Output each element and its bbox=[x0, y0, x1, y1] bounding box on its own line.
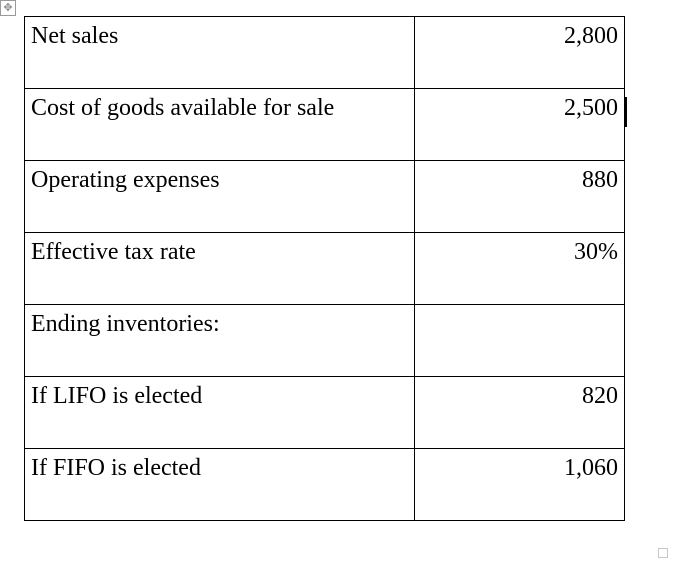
financial-table: Net sales 2,800 Cost of goods available … bbox=[24, 16, 625, 521]
row-value: 880 bbox=[415, 161, 625, 233]
table-row: Cost of goods available for sale 2,500 bbox=[25, 89, 625, 161]
row-label: If FIFO is elected bbox=[25, 449, 415, 521]
row-value: 30% bbox=[415, 233, 625, 305]
row-label: Cost of goods available for sale bbox=[25, 89, 415, 161]
table-row: Ending inventories: bbox=[25, 305, 625, 377]
table-row: Operating expenses 880 bbox=[25, 161, 625, 233]
table-row: Effective tax rate 30% bbox=[25, 233, 625, 305]
move-icon: ✥ bbox=[3, 3, 12, 14]
table-row: Net sales 2,800 bbox=[25, 17, 625, 89]
row-value bbox=[415, 305, 625, 377]
page: ✥ Net sales 2,800 Cost of goods availabl… bbox=[0, 0, 674, 564]
table-move-handle[interactable]: ✥ bbox=[0, 0, 16, 16]
row-label: If LIFO is elected bbox=[25, 377, 415, 449]
row-value: 2,800 bbox=[415, 17, 625, 89]
row-value: 820 bbox=[415, 377, 625, 449]
row-label: Effective tax rate bbox=[25, 233, 415, 305]
end-of-cell-marker bbox=[658, 548, 668, 558]
row-label: Operating expenses bbox=[25, 161, 415, 233]
row-label: Ending inventories: bbox=[25, 305, 415, 377]
table-row: If FIFO is elected 1,060 bbox=[25, 449, 625, 521]
row-label: Net sales bbox=[25, 17, 415, 89]
row-value: 2,500 bbox=[415, 89, 625, 161]
text-cursor bbox=[625, 97, 627, 127]
row-value: 1,060 bbox=[415, 449, 625, 521]
table-row: If LIFO is elected 820 bbox=[25, 377, 625, 449]
